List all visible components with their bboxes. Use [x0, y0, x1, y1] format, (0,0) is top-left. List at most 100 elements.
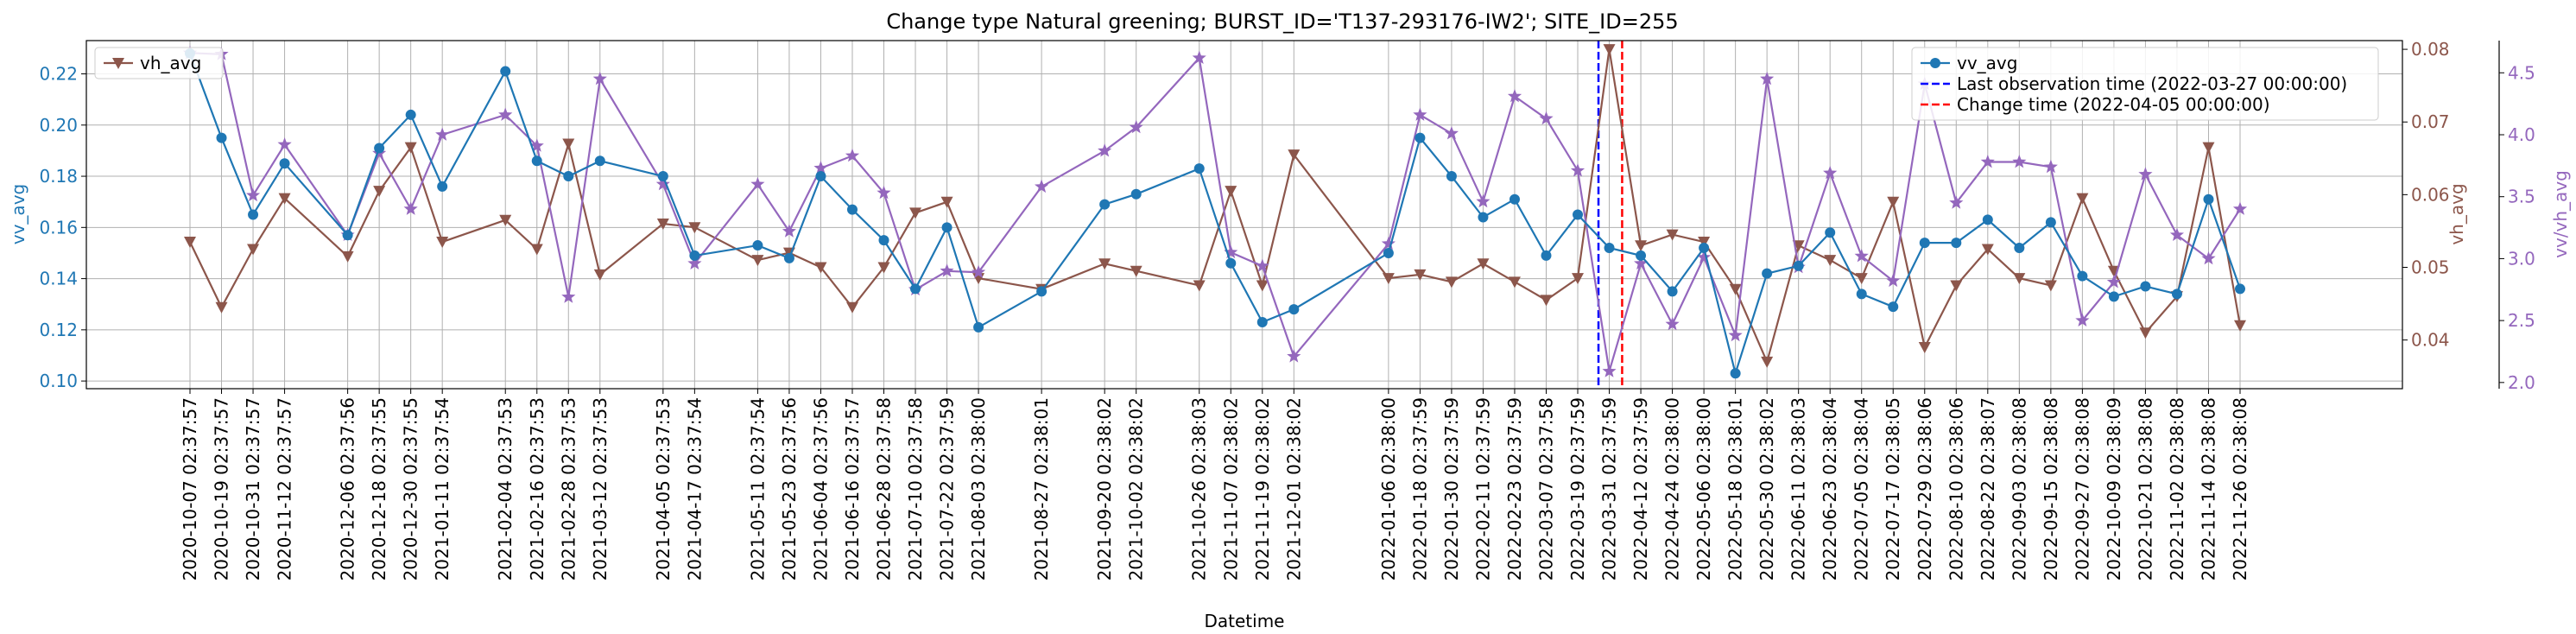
x-axis: 2020-10-07 02:37:57 2020-10-19 02:37:57 20…	[180, 389, 2250, 580]
data-point	[279, 158, 290, 169]
x-tick-label: 2021-08-03 02:38:00	[968, 397, 989, 580]
data-point	[656, 219, 669, 231]
x-tick-label: 2022-06-11 02:38:03	[1788, 397, 1809, 580]
data-point	[562, 138, 575, 150]
data-point	[2169, 227, 2184, 241]
data-point	[1256, 280, 1269, 292]
x-tick-label: 2022-02-23 02:37:59	[1504, 397, 1525, 580]
y-tick-label: 0.12	[39, 320, 78, 340]
left-axis-label: vv_avg	[8, 184, 28, 244]
grid-lines	[86, 41, 2402, 389]
data-point	[1887, 196, 1900, 208]
x-tick-label: 2021-02-16 02:37:53	[527, 397, 547, 580]
data-point	[1507, 89, 1522, 103]
data-point	[1036, 286, 1047, 297]
data-point	[687, 256, 702, 269]
data-point	[1793, 260, 1804, 271]
data-point	[373, 186, 386, 198]
data-point	[498, 107, 513, 121]
data-point	[593, 269, 606, 281]
data-point	[341, 250, 354, 263]
x-tick-label: 2020-12-18 02:37:55	[369, 397, 389, 580]
data-point	[277, 137, 292, 151]
x-tick-label: 2022-05-30 02:38:02	[1756, 397, 1777, 580]
data-point	[1918, 342, 1931, 354]
data-point	[1129, 119, 1143, 134]
x-tick-label: 2022-09-27 02:38:08	[2072, 397, 2092, 580]
ratio-tick-label: 2.5	[2508, 310, 2535, 331]
data-point	[563, 171, 574, 182]
data-point	[2139, 327, 2152, 339]
y-tick-label: 0.14	[39, 269, 78, 289]
x-tick-label: 2022-01-06 02:38:00	[1378, 397, 1399, 580]
x-tick-label: 2022-04-12 02:37:59	[1630, 397, 1651, 580]
data-point	[278, 193, 291, 205]
ratio-tick-label: 4.0	[2508, 124, 2535, 145]
data-point	[2201, 250, 2216, 265]
data-point	[2076, 193, 2089, 205]
x-tick-label: 2021-07-10 02:37:58	[905, 397, 926, 580]
x-tick-label: 2021-04-05 02:37:53	[653, 397, 674, 580]
data-point	[1288, 149, 1301, 162]
data-point	[2234, 320, 2246, 332]
x-tick-label: 2022-03-07 02:37:58	[1535, 397, 1556, 580]
data-point	[404, 142, 417, 154]
legend-label: vv_avg	[1957, 53, 2017, 73]
data-point	[1382, 273, 1395, 285]
legend-marker	[112, 58, 124, 69]
data-point	[1950, 280, 1963, 292]
data-point	[1762, 268, 1773, 279]
x-tick-label: 2022-08-22 02:38:07	[1978, 397, 1998, 580]
data-point	[1193, 163, 1205, 174]
data-point	[436, 237, 449, 249]
data-point	[910, 283, 921, 295]
data-point	[1381, 236, 1396, 250]
ratio-tick-label: 3.5	[2508, 187, 2535, 207]
x-tick-label: 2022-06-23 02:38:04	[1820, 397, 1840, 580]
y-tick-label: 0.22	[39, 64, 78, 85]
vh-tick-label: 0.05	[2411, 257, 2450, 277]
data-point	[1414, 269, 1427, 281]
legend-box	[94, 47, 224, 79]
chart-title: Change type Natural greening; BURST_ID='…	[886, 10, 1678, 34]
x-tick-label: 2022-05-06 02:38:00	[1693, 397, 1714, 580]
data-point	[657, 171, 668, 182]
data-point	[940, 263, 954, 277]
x-tick-label: 2021-04-17 02:37:54	[684, 397, 705, 580]
x-tick-label: 2021-01-11 02:37:54	[432, 397, 453, 580]
x-tick-label: 2021-02-28 02:37:53	[558, 397, 579, 580]
x-tick-label: 2022-08-10 02:38:06	[1946, 397, 1966, 580]
x-tick-label: 2021-10-02 02:38:02	[1126, 397, 1147, 580]
ratio-tick-label: 4.5	[2508, 62, 2535, 83]
x-tick-label: 2021-06-28 02:37:58	[874, 397, 895, 580]
plot-frame	[85, 40, 2403, 390]
vh-tick-label: 0.06	[2411, 184, 2450, 205]
data-point	[1193, 280, 1206, 292]
data-point	[877, 185, 891, 200]
data-point	[1256, 316, 1268, 327]
x-tick-label: 2022-04-24 02:38:00	[1662, 397, 1683, 580]
x-tick-label: 2021-08-27 02:38:01	[1031, 397, 1052, 580]
x-tick-label: 2021-06-04 02:37:56	[810, 397, 831, 580]
x-tick-label: 2022-03-19 02:37:59	[1567, 397, 1588, 580]
data-point	[1886, 273, 1901, 288]
data-point	[1572, 273, 1585, 285]
data-point	[2203, 193, 2214, 205]
data-point	[2138, 167, 2153, 181]
data-point	[1854, 249, 1869, 263]
y-tick-label: 0.20	[39, 115, 78, 136]
data-point	[1287, 349, 1301, 363]
data-point	[941, 222, 953, 233]
data-point	[1224, 244, 1238, 259]
data-point	[246, 187, 261, 202]
x-axis-label: Datetime	[1205, 611, 1285, 631]
data-point	[815, 171, 826, 182]
data-point	[1951, 238, 1962, 249]
vh-axis-label: vh_avg	[2446, 183, 2467, 244]
data-point	[909, 207, 922, 219]
data-point	[1445, 276, 1458, 288]
data-point	[1666, 229, 1679, 241]
x-tick-label: 2022-07-05 02:38:04	[1851, 397, 1872, 580]
